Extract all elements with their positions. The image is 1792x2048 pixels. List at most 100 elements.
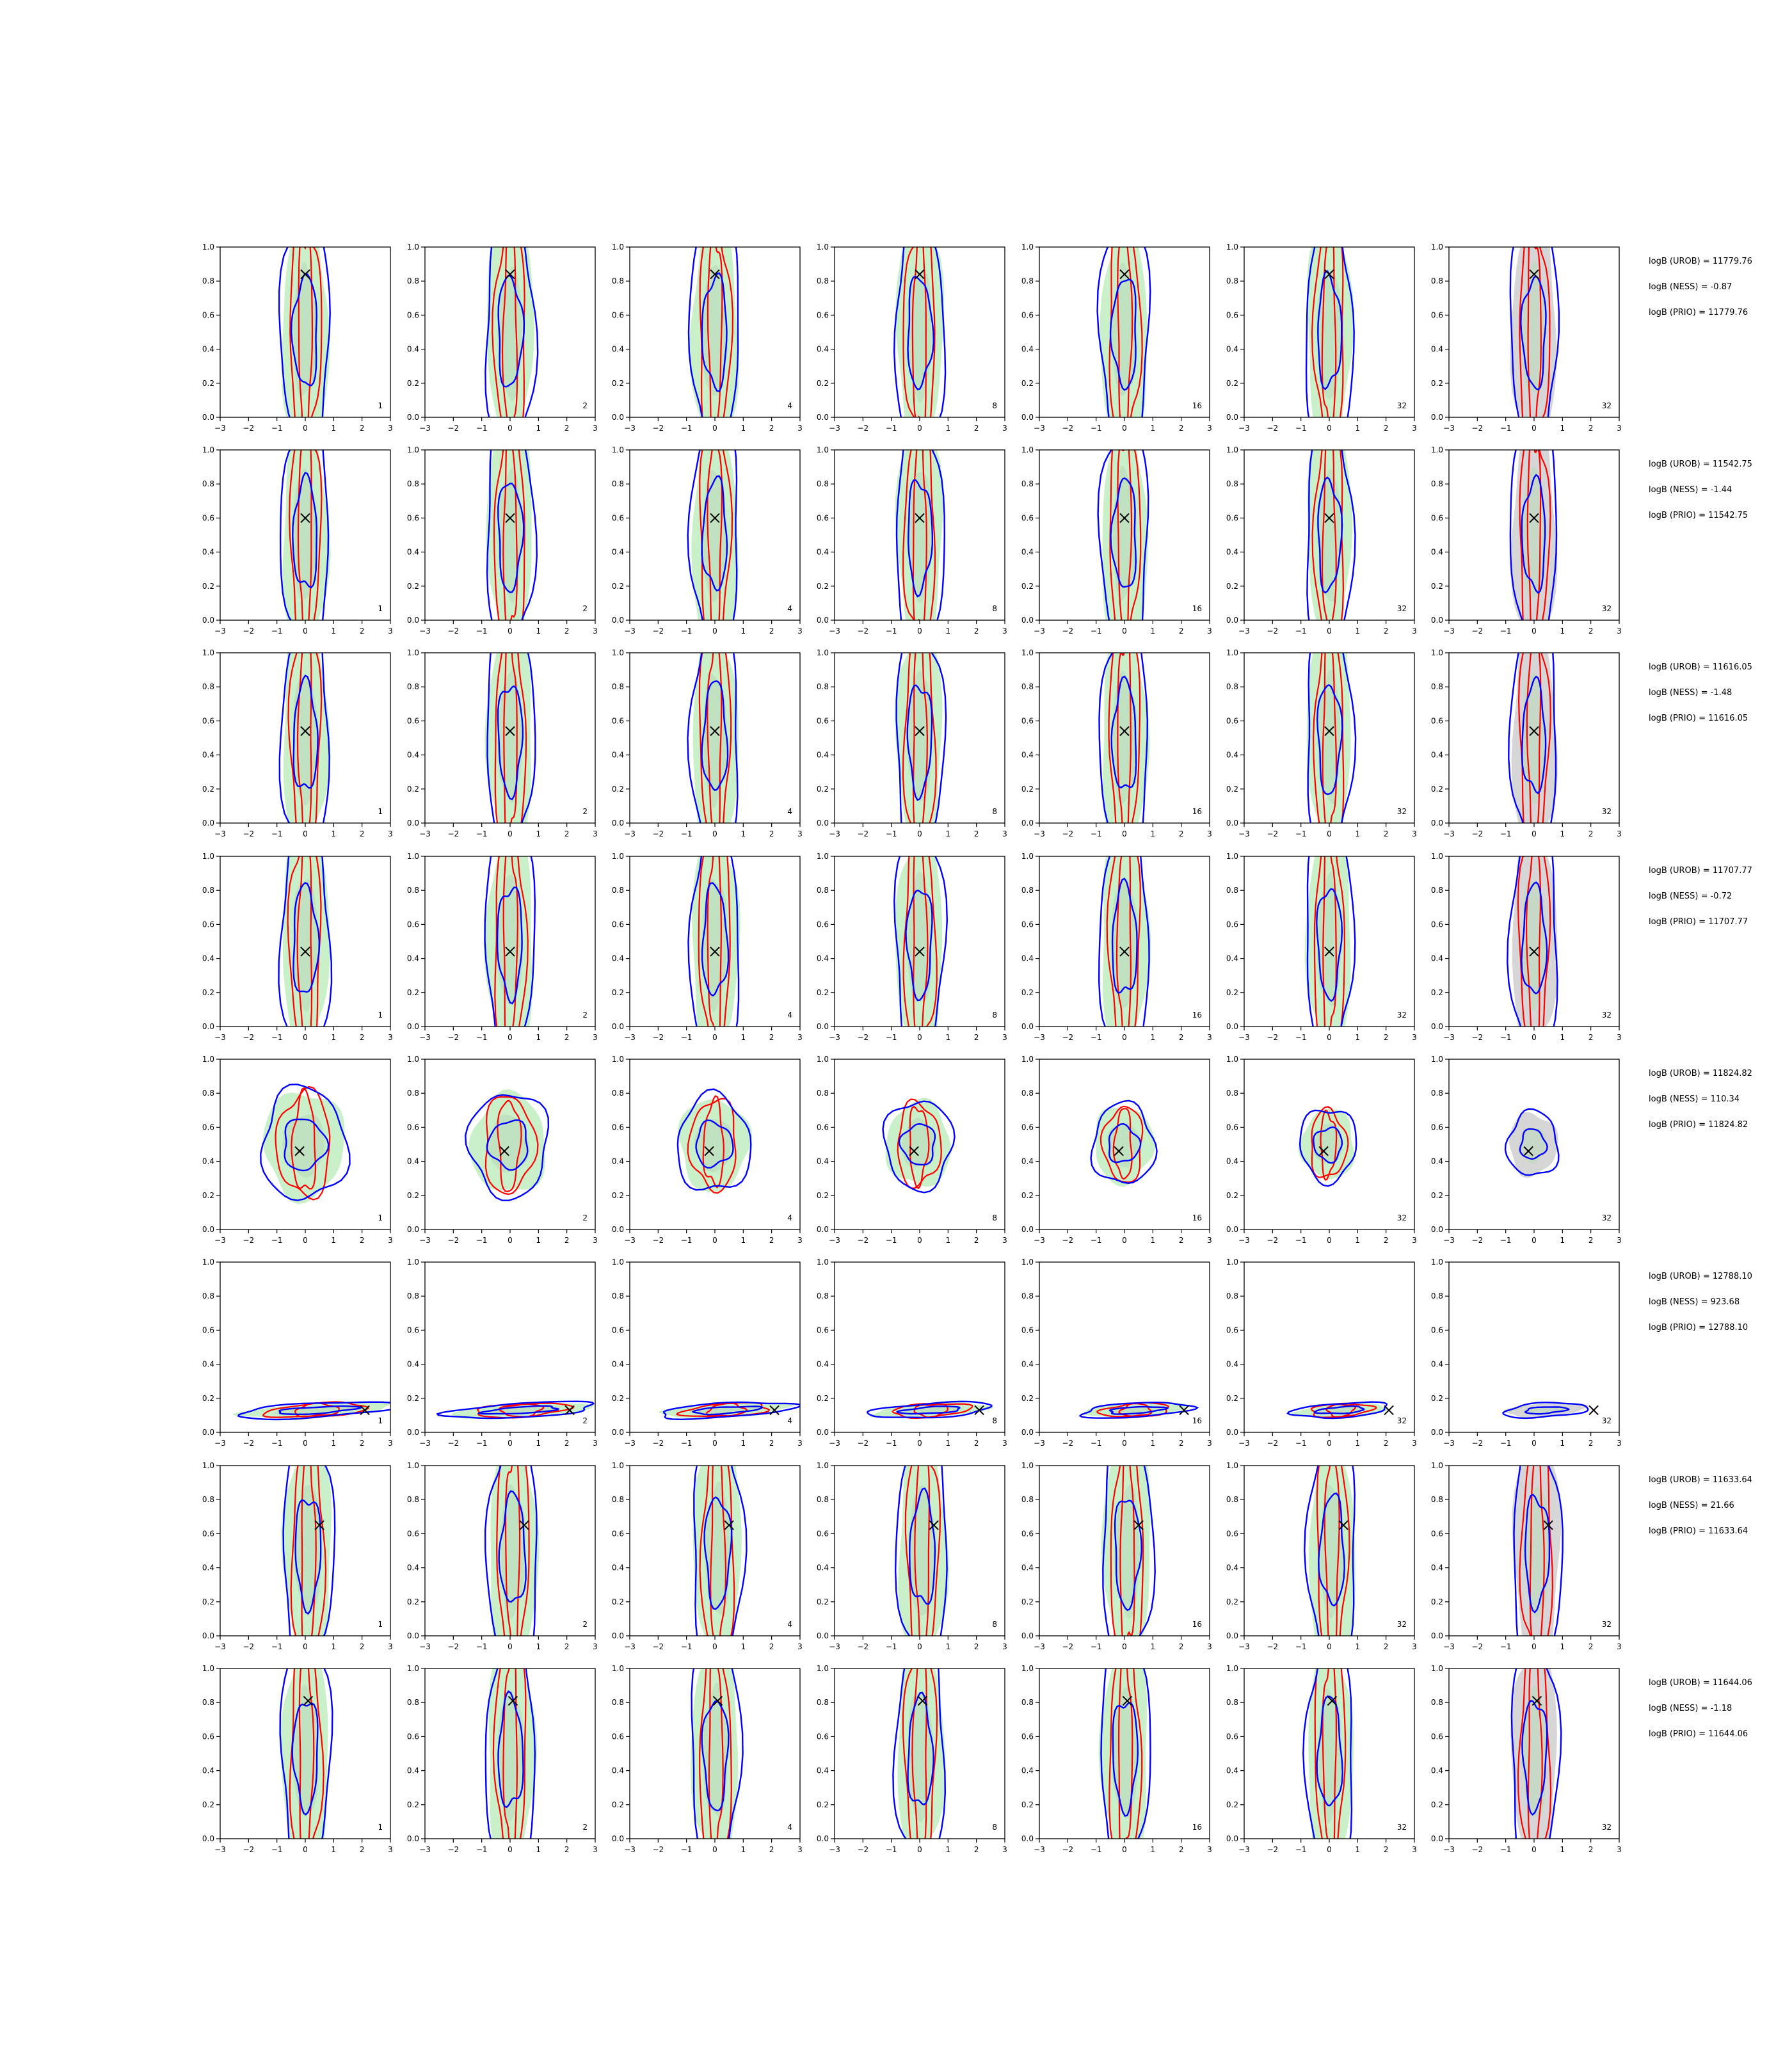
sample-count-label: 4 <box>787 1416 792 1425</box>
y-tick-label: 0.2 <box>202 1394 214 1403</box>
red-contour-inner <box>1322 653 1338 823</box>
red-contour-inner <box>1117 653 1132 823</box>
x-tick-label: 1 <box>332 1642 337 1651</box>
x-tick-label: 3 <box>1412 424 1417 433</box>
y-tick-label: 0.4 <box>407 1157 419 1166</box>
x-tick-label: 3 <box>797 424 803 433</box>
x-tick-label: 1 <box>536 829 541 838</box>
x-tick-label: −1 <box>1091 1642 1102 1651</box>
blue-contour-inner <box>497 483 525 593</box>
x-tick-label: −3 <box>624 1439 636 1448</box>
red-contour-inner <box>497 1100 522 1192</box>
x-tick-label: 3 <box>797 1845 803 1854</box>
x-tick-label: 3 <box>797 829 803 838</box>
x-tick-label: −1 <box>1500 1236 1512 1245</box>
y-tick-label: 0.4 <box>407 345 419 354</box>
x-tick-label: 2 <box>360 1033 365 1042</box>
blue-contour-outer <box>237 1401 390 1421</box>
x-tick-label: −1 <box>1091 627 1102 636</box>
y-tick-label: 0.0 <box>1226 819 1238 828</box>
y-tick-label: 0.6 <box>612 1325 624 1334</box>
y-tick-label: 0.8 <box>612 682 624 691</box>
red-contour-inner <box>1325 1404 1356 1418</box>
blue-contour-inner <box>1313 1405 1365 1414</box>
contour-layer <box>687 653 739 823</box>
x-tick-label: 3 <box>1617 424 1622 433</box>
x-tick-label: −1 <box>271 1845 283 1854</box>
y-tick-label: 0.6 <box>817 513 829 522</box>
y-tick-label: 1.0 <box>407 445 419 454</box>
true-value-marker <box>300 726 310 737</box>
x-tick-label: 1 <box>1560 829 1565 838</box>
x-tick-label: 1 <box>1151 627 1156 636</box>
y-tick-label: 0.0 <box>202 819 214 828</box>
y-tick-label: 0.6 <box>1431 1732 1443 1741</box>
panel: −3 −2 −1 0 1 2 3 0.0 0.2 0.4 0.6 0.8 1.0 8 <box>817 1055 1007 1245</box>
y-tick-label: 0.6 <box>202 1529 214 1538</box>
y-tick-label: 0.8 <box>612 886 624 895</box>
red-contour-inner <box>291 1087 317 1190</box>
x-tick-label: −2 <box>1471 1033 1483 1042</box>
x-tick-label: −2 <box>1267 424 1278 433</box>
y-tick-label: 0.4 <box>817 1766 829 1775</box>
x-tick-label: 2 <box>1588 1439 1594 1448</box>
y-tick-label: 1.0 <box>407 1461 419 1470</box>
y-tick-label: 0.6 <box>407 1325 419 1334</box>
x-tick-label: 3 <box>1617 829 1622 838</box>
y-tick-label: 0.6 <box>407 513 419 522</box>
sample-count-label: 4 <box>787 807 792 816</box>
x-tick-label: 2 <box>974 1236 979 1245</box>
x-tick-label: −1 <box>476 424 488 433</box>
true-value-marker <box>1133 1520 1144 1530</box>
x-tick-label: 3 <box>593 1845 598 1854</box>
x-tick-label: −3 <box>1238 1439 1250 1448</box>
x-tick-label: −2 <box>1471 627 1483 636</box>
red-contour-outer <box>902 450 936 620</box>
panel: −3 −2 −1 0 1 2 3 0.0 0.2 0.4 0.6 0.8 1.0 32 <box>1226 243 1417 433</box>
red-contour-inner <box>1112 1108 1133 1180</box>
blue-contour-outer <box>1299 1109 1357 1187</box>
contour-layer <box>486 450 538 620</box>
x-tick-label: 1 <box>946 424 951 433</box>
y-tick-label: 0.4 <box>612 345 624 354</box>
sample-count-label: 2 <box>582 1213 588 1222</box>
y-tick-label: 0.2 <box>1021 1800 1034 1809</box>
x-tick-label: 0 <box>917 1642 922 1651</box>
x-tick-label: −1 <box>1295 424 1307 433</box>
logB-stat: logB (PRIO) = 11616.05 <box>1649 714 1748 723</box>
y-tick-label: 0.6 <box>817 1123 829 1132</box>
y-tick-label: 1.0 <box>407 1664 419 1673</box>
y-tick-label: 0.8 <box>407 1292 419 1300</box>
y-tick-label: 0.2 <box>1226 785 1238 794</box>
x-tick-label: −2 <box>1062 1845 1073 1854</box>
x-tick-label: −2 <box>1267 829 1278 838</box>
x-tick-label: 3 <box>1002 1642 1007 1651</box>
y-tick-label: 0.4 <box>202 1360 214 1369</box>
x-tick-label: 2 <box>1179 1033 1184 1042</box>
red-contour-inner <box>707 450 723 620</box>
y-tick-label: 0.8 <box>1226 1495 1238 1504</box>
x-tick-label: −1 <box>1500 424 1512 433</box>
x-tick-label: −2 <box>1471 1642 1483 1651</box>
x-tick-label: 3 <box>1412 1033 1417 1042</box>
contour-layer <box>278 856 333 1027</box>
x-tick-label: −3 <box>829 829 840 838</box>
blue-contour-outer <box>894 1466 948 1636</box>
x-tick-label: 0 <box>1122 627 1127 636</box>
red-contour-inner <box>503 653 518 823</box>
x-tick-label: 2 <box>974 424 979 433</box>
red-contour-outer <box>494 856 529 1027</box>
x-tick-label: 2 <box>564 1033 570 1042</box>
red-contour-outer <box>1108 1668 1143 1839</box>
blue-contour-inner <box>907 1692 934 1806</box>
x-tick-label: −3 <box>624 1642 636 1651</box>
blue-contour-inner <box>1519 1128 1548 1160</box>
y-tick-label: 0.8 <box>1226 886 1238 895</box>
y-tick-label: 0.8 <box>1431 1698 1443 1707</box>
blue-contour-inner <box>701 475 728 592</box>
x-tick-label: 1 <box>536 1439 541 1448</box>
x-tick-label: 2 <box>974 1439 979 1448</box>
panel: −3 −2 −1 0 1 2 3 0.0 0.2 0.4 0.6 0.8 1.0 32 <box>1431 1055 1622 1245</box>
x-tick-label: 1 <box>1151 1439 1156 1448</box>
x-tick-label: −2 <box>447 1033 459 1042</box>
